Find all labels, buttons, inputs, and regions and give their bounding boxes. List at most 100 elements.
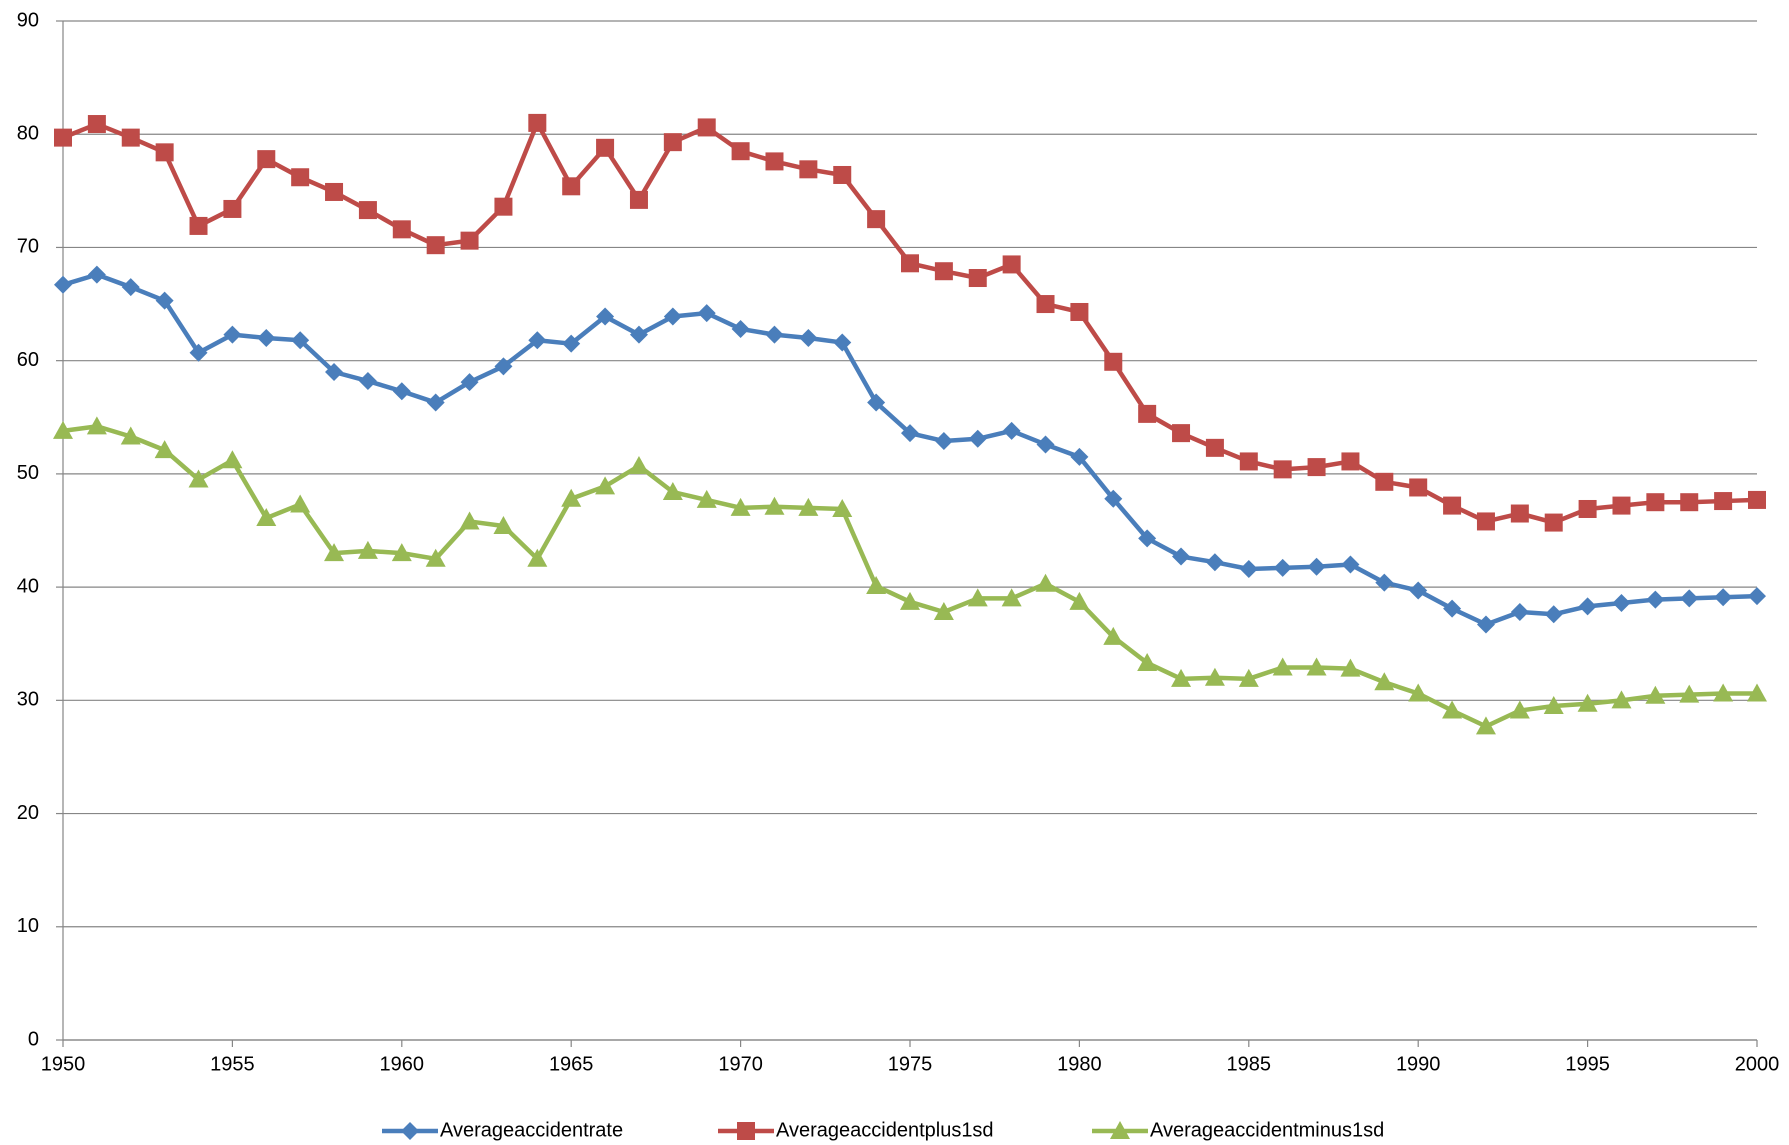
data-point xyxy=(1443,496,1462,515)
x-tick-label: 1970 xyxy=(718,1053,763,1075)
data-point xyxy=(1341,452,1360,471)
y-tick-label: 70 xyxy=(17,236,39,258)
data-point xyxy=(155,291,174,310)
data-point xyxy=(494,357,513,376)
data-point xyxy=(596,138,615,157)
legend-label: Averageaccidentminus1sd xyxy=(1150,1119,1384,1141)
data-point xyxy=(155,143,174,162)
y-tick-label: 40 xyxy=(17,575,39,597)
data-point xyxy=(1544,605,1563,624)
data-point xyxy=(1138,529,1157,548)
data-point xyxy=(1069,591,1090,610)
data-point xyxy=(1036,295,1055,314)
data-point xyxy=(562,334,581,353)
data-point xyxy=(120,426,141,445)
data-point xyxy=(223,199,242,218)
data-point xyxy=(459,511,480,530)
data-point xyxy=(1035,573,1056,592)
data-point xyxy=(1577,693,1598,712)
y-tick-label: 30 xyxy=(17,689,39,711)
data-point xyxy=(1070,302,1089,321)
data-point xyxy=(799,329,818,348)
data-point xyxy=(1341,555,1360,574)
legend-marker xyxy=(737,1122,755,1140)
data-point xyxy=(86,416,107,435)
y-tick-label: 10 xyxy=(17,915,39,937)
x-tick-label: 1980 xyxy=(1057,1053,1102,1075)
data-point xyxy=(1205,553,1224,572)
data-point xyxy=(1273,558,1292,577)
data-point xyxy=(223,325,242,344)
data-point xyxy=(833,333,852,352)
legend-label: Averageaccidentrate xyxy=(440,1119,623,1141)
x-tick-label: 1975 xyxy=(888,1053,933,1075)
data-point xyxy=(1612,496,1631,515)
data-point xyxy=(290,494,311,513)
data-point xyxy=(867,210,886,229)
data-point xyxy=(731,319,750,338)
data-point xyxy=(87,265,106,284)
y-tick-label: 80 xyxy=(17,123,39,145)
data-point xyxy=(832,498,853,517)
data-point xyxy=(765,152,784,171)
data-point xyxy=(1680,493,1699,512)
data-point xyxy=(1137,652,1158,671)
data-point xyxy=(1679,684,1700,703)
data-point xyxy=(562,177,581,196)
data-point xyxy=(1307,458,1326,477)
data-point xyxy=(1340,658,1361,677)
data-point xyxy=(628,455,649,474)
data-point xyxy=(528,331,547,350)
data-point xyxy=(1103,626,1124,645)
data-point xyxy=(256,508,277,527)
data-point xyxy=(1239,559,1258,578)
data-point xyxy=(1238,668,1259,687)
data-point xyxy=(798,497,819,516)
legend-marker xyxy=(1110,1121,1130,1139)
data-point xyxy=(1578,499,1597,518)
data-point xyxy=(1646,590,1665,609)
data-point xyxy=(663,307,682,326)
data-point xyxy=(291,331,310,350)
data-point xyxy=(1748,587,1766,606)
data-point xyxy=(54,275,72,294)
data-point xyxy=(189,216,208,235)
data-point xyxy=(1611,690,1632,709)
data-point xyxy=(663,133,682,152)
x-tick-label: 1955 xyxy=(210,1053,255,1075)
data-point xyxy=(1544,513,1563,532)
data-point xyxy=(833,165,852,184)
y-tick-label: 50 xyxy=(17,462,39,484)
data-point xyxy=(493,515,514,534)
data-point xyxy=(900,591,920,610)
y-tick-label: 90 xyxy=(17,9,39,31)
data-point xyxy=(1002,255,1021,274)
data-point xyxy=(1713,683,1734,702)
data-point xyxy=(1680,589,1699,608)
legend-marker xyxy=(401,1122,419,1140)
data-point xyxy=(901,424,919,443)
data-point xyxy=(1104,489,1123,508)
data-point xyxy=(1408,683,1429,702)
data-point xyxy=(1748,490,1766,509)
data-point xyxy=(1002,421,1021,440)
data-point xyxy=(731,142,750,161)
data-point xyxy=(561,488,582,507)
data-point xyxy=(1475,716,1496,735)
data-point xyxy=(697,304,716,323)
data-point xyxy=(358,201,377,220)
data-point xyxy=(933,602,954,621)
data-point xyxy=(1204,667,1225,686)
data-point xyxy=(87,115,106,134)
data-point xyxy=(968,429,987,448)
data-point xyxy=(1409,478,1428,497)
data-point xyxy=(1747,683,1767,702)
data-point xyxy=(1036,435,1055,454)
data-point xyxy=(357,540,378,559)
data-point xyxy=(629,325,648,344)
data-point xyxy=(1509,700,1530,719)
data-point xyxy=(121,128,140,147)
data-point xyxy=(1171,668,1192,687)
series-line xyxy=(62,120,1758,525)
